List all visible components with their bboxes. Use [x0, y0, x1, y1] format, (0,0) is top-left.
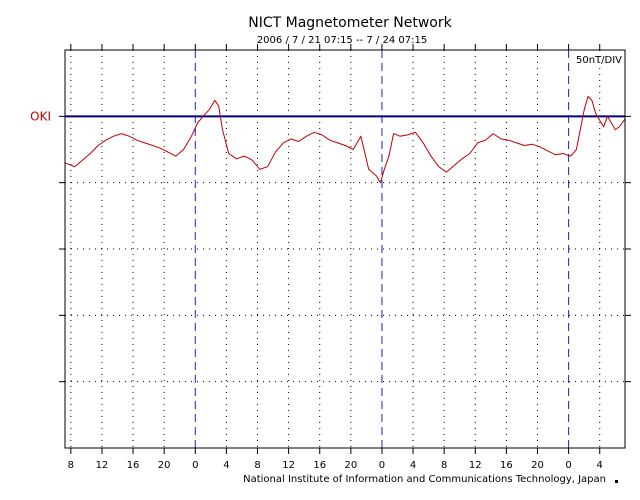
- footer-credit: National Institute of Information and Co…: [243, 474, 606, 485]
- x-tick-label: 16: [313, 460, 326, 471]
- x-tick-label: 4: [223, 460, 229, 471]
- scale-label: 50nT/DIV: [576, 55, 622, 66]
- x-tick-label: 16: [127, 460, 140, 471]
- chart-title: NICT Magnetometer Network: [248, 15, 452, 31]
- chart-subtitle: 2006 / 7 / 21 07:15 -- 7 / 24 07:15: [257, 35, 427, 46]
- x-tick-labels: 8 12 16 20 0 4 8 12 16 20 0 4 8 12 16 20 0 4: [68, 460, 603, 471]
- tick-marks: [59, 44, 631, 454]
- x-tick-label: 12: [96, 460, 109, 471]
- x-tick-label: 12: [469, 460, 482, 471]
- x-tick-label: 20: [531, 460, 544, 471]
- grid: [65, 50, 625, 448]
- x-tick-label: 0: [192, 460, 198, 471]
- x-tick-label: 16: [500, 460, 513, 471]
- x-tick-label: 0: [565, 460, 571, 471]
- x-tick-label: 0: [379, 460, 385, 471]
- x-tick-label: 8: [441, 460, 447, 471]
- x-tick-label: 20: [158, 460, 171, 471]
- x-tick-label: 4: [597, 460, 603, 471]
- x-tick-label: 20: [344, 460, 357, 471]
- x-tick-label: 8: [254, 460, 260, 471]
- station-labels: OKI: [30, 109, 51, 123]
- traces: [64, 95, 626, 184]
- x-tick-label: 12: [282, 460, 295, 471]
- station-label-oki: OKI: [30, 109, 51, 123]
- x-tick-label: 4: [410, 460, 416, 471]
- trace-oki: [64, 95, 626, 184]
- x-tick-label: 8: [68, 460, 74, 471]
- footer-mark: [615, 480, 618, 483]
